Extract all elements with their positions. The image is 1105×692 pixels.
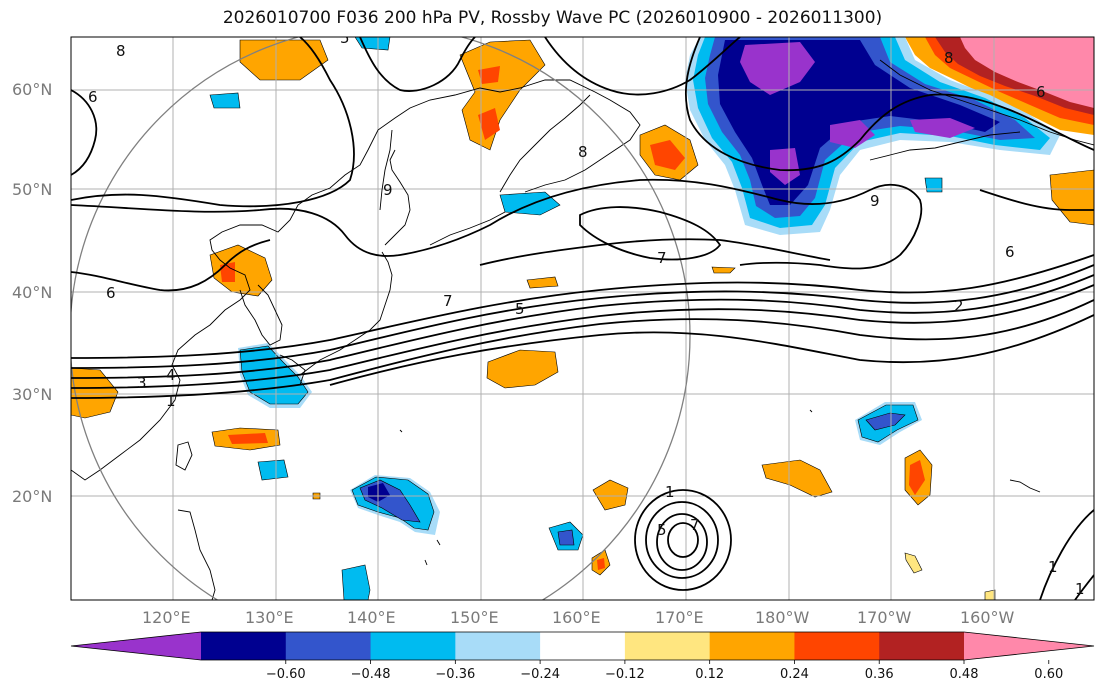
pv-anomaly-negative (209, 92, 241, 109)
contour-label: 4 (166, 366, 176, 384)
contour-label: 7 (443, 292, 453, 310)
colorbar-tick-label: −0.24 (520, 667, 560, 682)
pv-anomaly-negative (368, 483, 390, 502)
colorbar-segment (370, 632, 456, 660)
lon-label: 130°E (245, 608, 294, 627)
colorbar-tick-label: 0.60 (1034, 667, 1063, 682)
map-frame (70, 36, 1095, 601)
lon-label: 140°E (347, 608, 396, 627)
pv-anomaly-positive (478, 66, 500, 84)
pv-anomaly-positive (71, 367, 119, 419)
figure-title: 2026010700 F036 200 hPa PV, Rossby Wave … (222, 8, 883, 28)
pv-anomaly-positive (1049, 169, 1094, 226)
lat-label: 60°N (12, 80, 52, 99)
colorbar-segment (709, 632, 795, 660)
lon-label: 170°W (857, 608, 912, 627)
contour-label: 5 (515, 300, 525, 318)
contour-label: 8 (944, 49, 954, 67)
contour-label: 5 (657, 521, 667, 539)
contour-label: 1 (166, 392, 176, 410)
pv-anomaly-positive (711, 266, 736, 274)
contour-label: 6 (106, 284, 116, 302)
pv-anomaly-positive (228, 433, 268, 444)
contour-label: 7 (657, 249, 667, 267)
lon-label: 180°W (755, 608, 810, 627)
lat-label: 20°N (12, 487, 52, 506)
colorbar-tick-label: 0.36 (865, 667, 894, 682)
pv-anomaly-negative (830, 120, 875, 148)
pv-anomaly-positive (909, 460, 925, 495)
pv-anomaly-negative (341, 564, 371, 600)
pv-anomaly-negative (740, 42, 815, 95)
colorbar-tick-label: −0.48 (351, 667, 391, 682)
contour-label: 8 (578, 143, 588, 161)
pv-anomaly-positive (984, 589, 996, 600)
colorbar-segment (624, 632, 711, 660)
contour-label: 1 (1048, 558, 1058, 576)
lon-label: 160°E (552, 608, 601, 627)
colorbar-tick-label: 0.24 (780, 667, 809, 682)
contour-label: 6 (1036, 83, 1046, 101)
pv-anomaly-positive (526, 276, 559, 289)
contour-label: 6 (88, 88, 98, 106)
reference-circle (71, 37, 691, 600)
colorbar-tick-label: 0.48 (950, 667, 979, 682)
colorbar-segment (201, 632, 287, 660)
colorbar-segment (879, 632, 965, 660)
lat-labels: 20°N 30°N 40°N 50°N 60°N (12, 80, 52, 506)
contour-label: 9 (870, 192, 880, 210)
pv-anomaly-negative (257, 459, 289, 481)
colorbar-segment (455, 632, 541, 660)
colorbar-segment (540, 632, 626, 660)
colorbar: −0.60 −0.48 −0.36 −0.24 −0.12 0.12 0.24 0.36 0.4… (70, 631, 1095, 682)
pv-anomaly-negative (499, 191, 561, 216)
colorbar-tick-label: −0.36 (435, 667, 475, 682)
contour-label: 1 (1075, 580, 1085, 598)
lon-labels: 120°E 130°E 140°E 150°E 160°E 170°E 180°… (142, 608, 1015, 627)
pv-anomaly-positive (486, 349, 559, 389)
pv-anomaly-positive (220, 262, 235, 282)
colorbar-tick-label: −0.12 (605, 667, 645, 682)
map-layers: 8 5 6 8 8 6 9 9 7 6 7 5 2 6 3 4 1 1 5 7 (71, 29, 1094, 600)
pv-anomaly-negative (910, 118, 975, 138)
pv-anomaly-positive (904, 552, 923, 574)
lon-label: 120°E (142, 608, 191, 627)
pv-anomaly-positive (761, 459, 833, 498)
contour-labels: 8 5 6 8 8 6 9 9 7 6 7 5 2 6 3 4 1 1 5 7 (88, 29, 1085, 598)
colorbar-segment (794, 632, 880, 660)
pv-anomaly-positive (650, 140, 685, 170)
pv-anomaly-negative (557, 529, 575, 546)
contour-label: 3 (137, 374, 147, 392)
pv-anomaly-negative (865, 412, 906, 431)
pv-anomaly-negative (770, 148, 800, 185)
pv-contours (71, 37, 1094, 600)
lat-label: 50°N (12, 180, 52, 199)
colorbar-outline (70, 631, 1095, 661)
contour-label: 2 (954, 297, 964, 315)
colorbar-segment (285, 632, 372, 660)
lon-label: 160°W (960, 608, 1015, 627)
colorbar-tick-label: 0.12 (695, 667, 724, 682)
contour-label: 8 (116, 42, 126, 60)
lat-label: 30°N (12, 385, 52, 404)
contour-label: 5 (340, 29, 350, 47)
colorbar-tick-label: −0.60 (266, 667, 306, 682)
pv-anomaly-positive (209, 244, 273, 297)
lat-label: 40°N (12, 283, 52, 302)
pv-anomaly-positive (478, 108, 500, 140)
contour-label: 1 (665, 483, 675, 501)
contour-label: 9 (383, 181, 393, 199)
pv-anomaly-positive (597, 558, 605, 570)
lon-label: 170°E (655, 608, 704, 627)
pv-anomaly-negative (924, 177, 943, 193)
lon-label: 150°E (450, 608, 499, 627)
colorbar-extend-high (964, 632, 1094, 660)
contour-label: 6 (1005, 243, 1015, 261)
colorbar-extend-low (71, 632, 201, 660)
contour-label: 7 (690, 516, 700, 534)
